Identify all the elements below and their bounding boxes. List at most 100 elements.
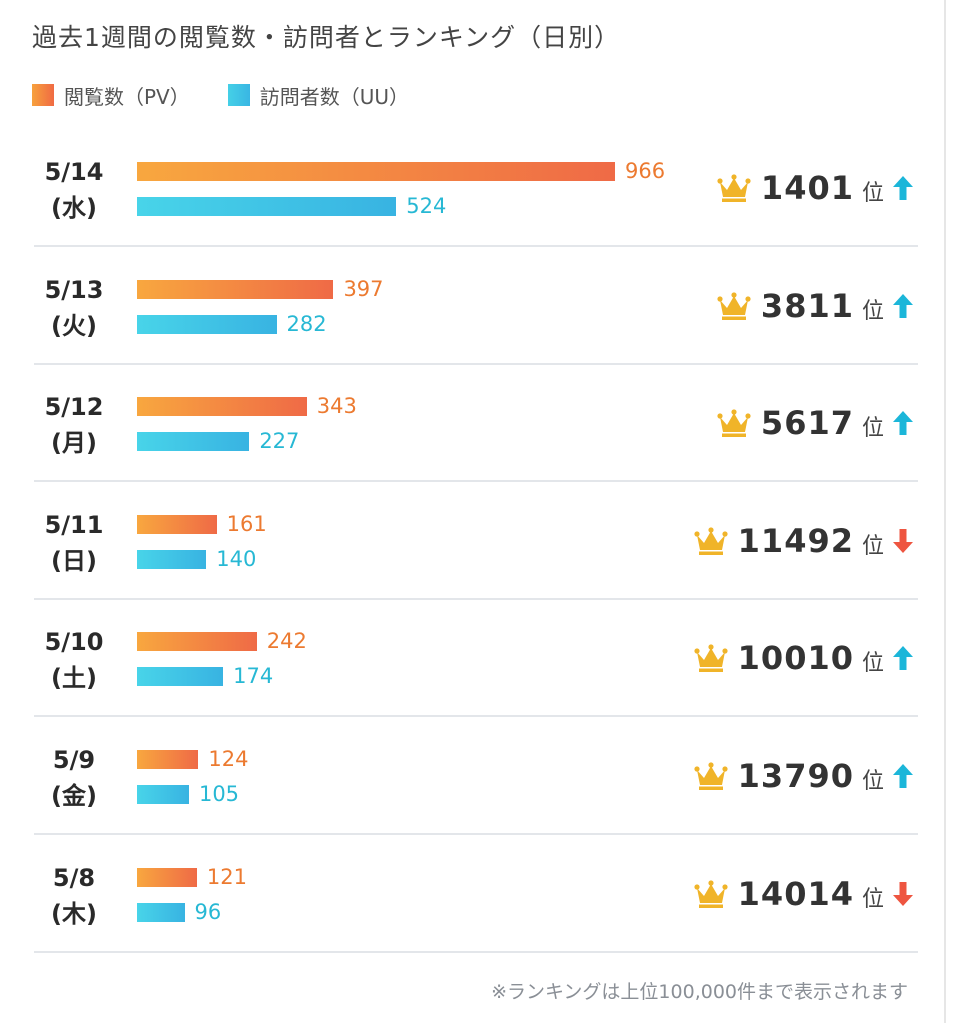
row-divider [34, 362, 918, 365]
crown-icon [694, 762, 728, 790]
pv-value-label: 124 [208, 747, 249, 771]
pv-value-label: 343 [316, 394, 357, 419]
uu-bar [137, 902, 185, 922]
uu-value-label: 105 [198, 782, 240, 806]
uu-bar [137, 197, 397, 216]
arrow-down-icon [893, 528, 913, 553]
uu-bar [137, 549, 207, 569]
pv-bar [137, 750, 199, 769]
pv-bar [137, 867, 197, 887]
rank-number: 1401 [760, 169, 854, 207]
rank-number: 5617 [760, 404, 854, 443]
day-row: 5/12 (月) 343 227 5617 位 [0, 365, 946, 483]
ranking-badge: 5617 位 [717, 399, 914, 447]
ranking-badge: 3811 位 [717, 282, 914, 330]
crown-icon [717, 174, 751, 202]
date-text: 5/11 [44, 510, 104, 539]
crown-icon [717, 291, 751, 320]
weekday-text: (水) [51, 194, 97, 222]
weekday-text: (日) [51, 546, 97, 575]
arrow-up-icon [893, 411, 913, 436]
rank-number: 14014 [737, 874, 854, 913]
rank-number: 3811 [760, 286, 854, 325]
rank-unit: 位 [861, 181, 884, 206]
pv-bar [137, 397, 307, 417]
date-label: 5/12 (月) [30, 389, 118, 461]
chart-legend: 閲覧数（PV） 訪問者数（UU） [32, 80, 447, 110]
date-text: 5/13 [44, 275, 104, 304]
date-text: 5/9 [52, 746, 96, 774]
pv-bar [137, 514, 217, 534]
ranking-badge: 13790 位 [694, 752, 914, 800]
day-row: 5/8 (木) 121 96 14014 位 [0, 836, 946, 953]
weekday-text: (月) [51, 429, 97, 458]
uu-value-label: 140 [216, 546, 257, 571]
date-label: 5/10 (土) [30, 624, 118, 696]
uu-bar [137, 432, 250, 452]
uu-value-label: 524 [406, 194, 447, 218]
day-row: 5/11 (日) 161 140 11492 位 [0, 483, 946, 600]
crown-icon [694, 644, 728, 673]
ranking-footnote: ※ランキングは上位100,000件まで表示されます [491, 981, 908, 1003]
rank-number: 10010 [737, 639, 854, 678]
rank-unit: 位 [861, 769, 884, 794]
uu-value-label: 174 [233, 664, 274, 689]
pv-value-label: 161 [226, 511, 267, 536]
pv-bar [137, 279, 334, 299]
day-row: 5/10 (土) 242 174 10010 位 [0, 600, 946, 718]
rank-number: 11492 [737, 521, 854, 560]
pv-value-label: 121 [206, 864, 247, 889]
date-label: 5/13 (火) [30, 272, 118, 344]
rank-unit: 位 [861, 533, 884, 559]
weekday-text: (木) [51, 899, 97, 928]
date-label: 5/14 (水) [30, 154, 118, 226]
day-row: 5/14 (水) 966 524 1401 位 [0, 130, 946, 247]
legend-item-uu: 訪問者数（UU） [227, 81, 410, 110]
ranking-badge: 10010 位 [694, 634, 914, 682]
pv-value-label: 242 [266, 629, 307, 654]
crown-icon [717, 409, 751, 438]
date-text: 5/12 [44, 393, 104, 422]
crown-icon [694, 527, 728, 555]
row-divider [34, 480, 918, 483]
uu-bar [137, 785, 189, 804]
rank-unit: 位 [861, 298, 884, 324]
arrow-up-icon [893, 176, 913, 200]
day-row: 5/9 (金) 124 105 13790 位 [0, 718, 946, 835]
uu-bar [137, 314, 277, 334]
pv-bar [137, 632, 257, 652]
arrow-up-icon [893, 646, 913, 671]
rank-unit: 位 [861, 886, 884, 912]
uu-value-label: 96 [194, 899, 222, 924]
row-divider [34, 715, 918, 718]
ranking-badge: 1401 位 [717, 164, 914, 212]
date-text: 5/14 [44, 158, 104, 186]
uu-bar [137, 667, 224, 687]
legend-label-pv: 閲覧数（PV） [64, 84, 190, 109]
rank-number: 13790 [737, 757, 854, 795]
arrow-up-icon [893, 293, 913, 318]
weekday-text: (金) [51, 782, 97, 810]
day-row: 5/13 (火) 397 282 3811 位 [0, 248, 946, 365]
date-label: 5/11 (日) [30, 507, 118, 579]
rank-unit: 位 [861, 416, 884, 442]
date-text: 5/10 [44, 628, 104, 657]
row-divider [34, 597, 918, 600]
row-divider [34, 950, 918, 953]
row-divider [34, 833, 918, 835]
weekday-text: (火) [51, 311, 97, 340]
legend-swatch-uu [227, 84, 250, 106]
weekday-text: (土) [51, 664, 97, 693]
date-label: 5/9 (金) [30, 742, 118, 814]
legend-item-pv: 閲覧数（PV） [32, 81, 190, 110]
chart-title: 過去1週間の閲覧数・訪問者とランキング（日別） [32, 23, 621, 52]
crown-icon [694, 879, 728, 908]
arrow-down-icon [893, 881, 913, 906]
uu-value-label: 282 [286, 311, 327, 336]
uu-value-label: 227 [259, 429, 300, 454]
pv-value-label: 966 [625, 159, 666, 183]
ranking-badge: 14014 位 [694, 870, 914, 918]
legend-label-uu: 訪問者数（UU） [259, 84, 410, 109]
date-label: 5/8 (木) [30, 860, 118, 932]
